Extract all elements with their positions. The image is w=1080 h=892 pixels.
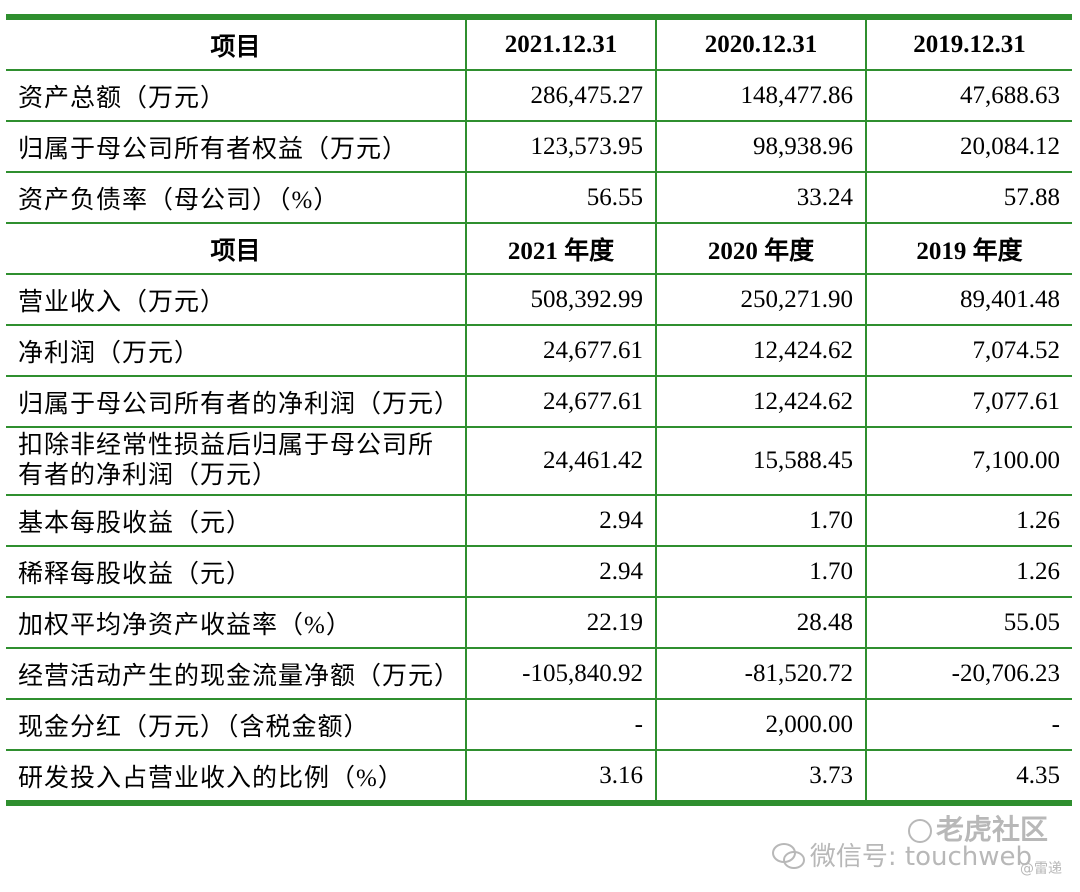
table-bottom-border <box>6 800 1072 806</box>
table-row: 基本每股收益（元） 2.94 1.70 1.26 <box>6 494 1072 546</box>
cell-2019: 1.26 <box>865 545 1072 597</box>
header-2021: 2021.12.31 <box>465 20 656 70</box>
cell-2021: 3.16 <box>465 749 656 800</box>
row-label: 归属于母公司所有者的净利润（万元） <box>6 375 466 427</box>
row-label: 归属于母公司所有者权益（万元） <box>6 120 466 172</box>
table-top-border <box>6 14 1072 20</box>
table-row: 现金分红（万元）（含税金额） - 2,000.00 - <box>6 698 1072 750</box>
header-2020: 2020.12.31 <box>655 20 866 70</box>
cell-2021: - <box>465 698 656 750</box>
cell-2020: 1.70 <box>655 545 866 597</box>
cell-2020: 33.24 <box>655 171 866 223</box>
cell-2021: 123,573.95 <box>465 120 656 172</box>
cell-2019: 20,084.12 <box>865 120 1072 172</box>
row-label: 资产负债率（母公司）（%） <box>6 171 466 223</box>
cell-2019: 47,688.63 <box>865 69 1072 121</box>
cell-2020: -81,520.72 <box>655 647 866 699</box>
cell-2021: 56.55 <box>465 171 656 223</box>
cell-2020: 1.70 <box>655 494 866 546</box>
table-row: 研发投入占营业收入的比例（%） 3.16 3.73 4.35 <box>6 749 1072 800</box>
wechat-icon <box>771 841 806 869</box>
cell-2021: 2.94 <box>465 545 656 597</box>
cell-2019: -20,706.23 <box>865 647 1072 699</box>
watermark-wechat: 微信号: touchweb <box>771 836 1032 873</box>
cell-2021: 24,677.61 <box>465 324 656 376</box>
cell-2019: 4.35 <box>865 749 1072 800</box>
table-row: 加权平均净资产收益率（%） 22.19 28.48 55.05 <box>6 596 1072 648</box>
cell-2020: 12,424.62 <box>655 375 866 427</box>
cell-2021: 508,392.99 <box>465 273 656 325</box>
cell-2019: 55.05 <box>865 596 1072 648</box>
cell-2020: 2,000.00 <box>655 698 866 750</box>
cell-2020: 250,271.90 <box>655 273 866 325</box>
table-row: 营业收入（万元） 508,392.99 250,271.90 89,401.48 <box>6 273 1072 325</box>
header-row-balance: 项目 2021.12.31 2020.12.31 2019.12.31 <box>6 20 1072 70</box>
row-label: 现金分红（万元）（含税金额） <box>6 698 466 750</box>
header-item: 项目 <box>210 33 261 61</box>
financial-table-container: 项目 2021.12.31 2020.12.31 2019.12.31 资产总额… <box>6 14 1072 806</box>
row-label: 稀释每股收益（元） <box>6 545 466 597</box>
table-row: 归属于母公司所有者权益（万元） 123,573.95 98,938.96 20,… <box>6 120 1072 172</box>
row-label: 研发投入占营业收入的比例（%） <box>6 749 466 800</box>
watermark-brand: 老虎社区 <box>907 808 1048 848</box>
cell-2020: 148,477.86 <box>655 69 866 121</box>
cell-2019: 7,077.61 <box>865 375 1072 427</box>
row-label-line2: 有者的净利润（万元） <box>18 462 279 489</box>
cell-2019: 1.26 <box>865 494 1072 546</box>
row-label: 基本每股收益（元） <box>6 494 466 546</box>
table-row: 归属于母公司所有者的净利润（万元） 24,677.61 12,424.62 7,… <box>6 375 1072 427</box>
row-label: 加权平均净资产收益率（%） <box>6 596 466 648</box>
cell-2021: 22.19 <box>465 596 656 648</box>
table-row: 资产负债率（母公司）（%） 56.55 33.24 57.88 <box>6 171 1072 223</box>
watermark-wechat-text: 微信号: touchweb <box>809 842 1032 872</box>
row-label: 资产总额（万元） <box>6 69 466 121</box>
watermark-brand-text: 老虎社区 <box>935 813 1048 846</box>
cell-2020: 98,938.96 <box>655 120 866 172</box>
row-label-line1: 扣除非经常性损益后归属于母公司所 <box>18 432 435 459</box>
row-label: 经营活动产生的现金流量净额（万元） <box>6 647 466 699</box>
table-row: 经营活动产生的现金流量净额（万元） -105,840.92 -81,520.72… <box>6 647 1072 699</box>
header-2019: 2019 年度 <box>865 222 1072 274</box>
table-row: 净利润（万元） 24,677.61 12,424.62 7,074.52 <box>6 324 1072 376</box>
cell-2020: 15,588.45 <box>655 426 866 495</box>
tiger-logo-icon <box>907 819 932 843</box>
cell-2021: 24,461.42 <box>465 426 656 495</box>
header-item: 项目 <box>6 222 466 274</box>
cell-2019: 7,100.00 <box>865 426 1072 495</box>
cell-2021: 286,475.27 <box>465 69 656 121</box>
table-row: 稀释每股收益（元） 2.94 1.70 1.26 <box>6 545 1072 597</box>
table-row: 扣除非经常性损益后归属于母公司所 有者的净利润（万元） 24,461.42 15… <box>6 426 1072 495</box>
cell-2021: 2.94 <box>465 494 656 546</box>
row-label: 营业收入（万元） <box>6 273 466 325</box>
cell-2020: 3.73 <box>655 749 866 800</box>
cell-2021: -105,840.92 <box>465 647 656 699</box>
header-2021: 2021 年度 <box>465 222 656 274</box>
row-label: 净利润（万元） <box>6 324 466 376</box>
cell-2019: 57.88 <box>865 171 1072 223</box>
watermark-author: @雷递 <box>1020 861 1062 877</box>
cell-2019: - <box>865 698 1072 750</box>
row-label: 扣除非经常性损益后归属于母公司所 有者的净利润（万元） <box>6 426 466 495</box>
cell-2020: 28.48 <box>655 596 866 648</box>
header-row-income: 项目 2021 年度 2020 年度 2019 年度 <box>6 222 1072 274</box>
cell-2021: 24,677.61 <box>465 375 656 427</box>
watermark: 老虎社区 微信号: touchweb @雷递 <box>762 808 1062 878</box>
table-row: 资产总额（万元） 286,475.27 148,477.86 47,688.63 <box>6 69 1072 121</box>
cell-2019: 7,074.52 <box>865 324 1072 376</box>
financial-table: 项目 2021.12.31 2020.12.31 2019.12.31 资产总额… <box>6 20 1072 800</box>
header-2019: 2019.12.31 <box>865 20 1072 70</box>
header-2020: 2020 年度 <box>655 222 866 274</box>
cell-2019: 89,401.48 <box>865 273 1072 325</box>
cell-2020: 12,424.62 <box>655 324 866 376</box>
